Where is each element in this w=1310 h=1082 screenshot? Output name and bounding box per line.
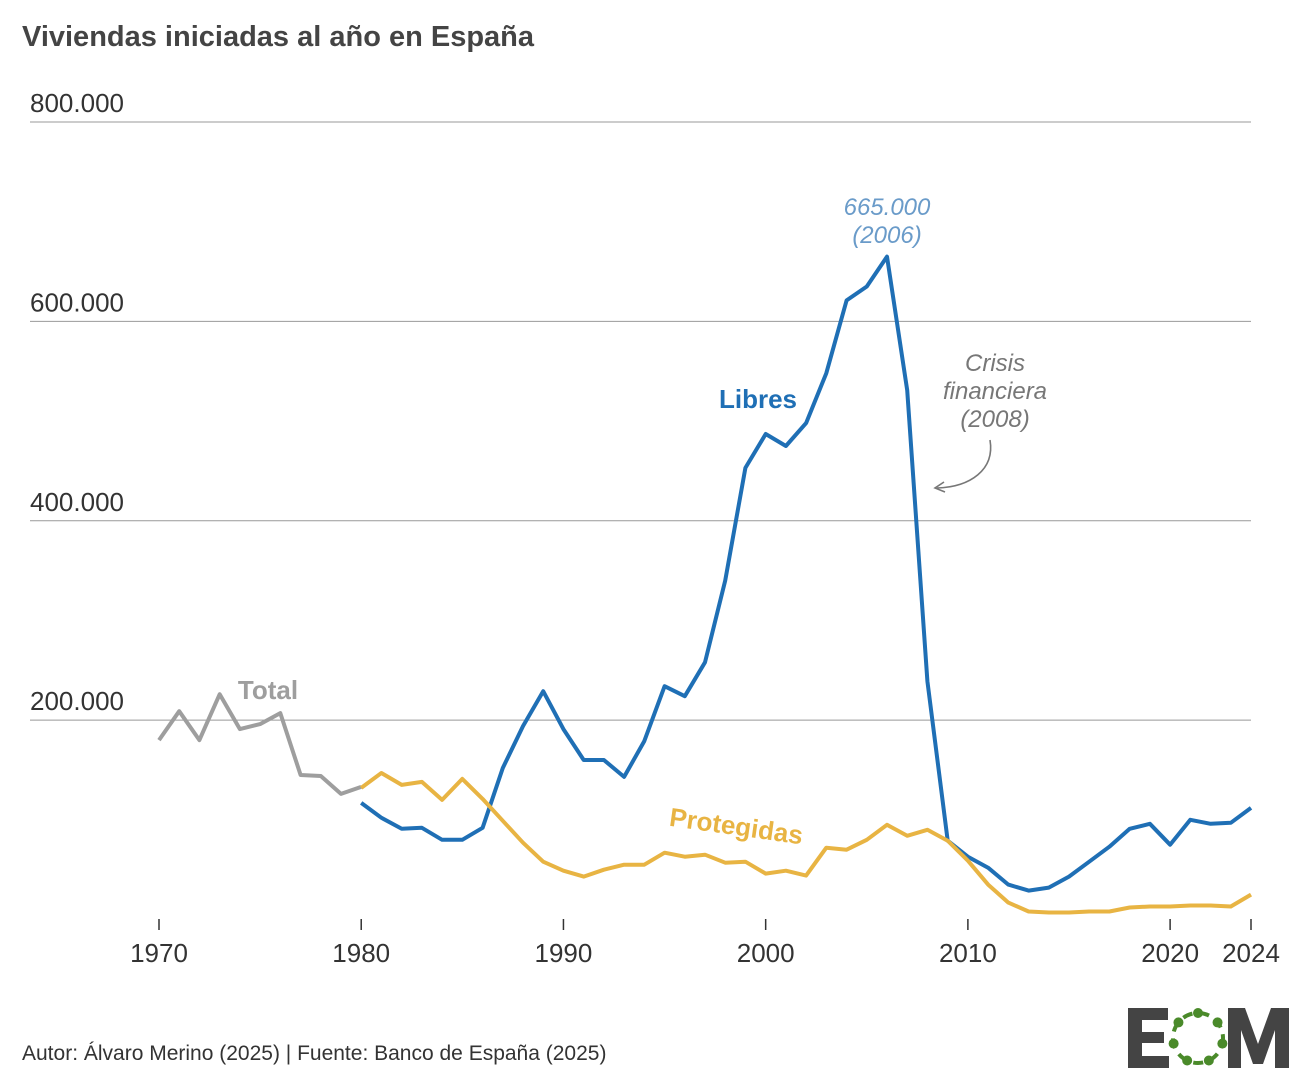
x-tick-label: 1990	[535, 938, 593, 968]
crisis-annotation-line1: Crisis	[965, 350, 1025, 377]
x-axis: 1970 1980 1990 2000 2010 2020 2024	[130, 919, 1280, 968]
crisis-arrow-head	[933, 481, 946, 493]
series-lines	[157, 254, 1253, 915]
x-tick-label: 1980	[332, 938, 390, 968]
logo-dot	[1212, 1017, 1223, 1028]
eom-logo	[1128, 1008, 1289, 1068]
crisis-arrow	[936, 439, 992, 489]
x-tick-label: 2020	[1141, 938, 1199, 968]
y-tick-label: 200.000	[30, 686, 124, 716]
x-tick-label: 2000	[737, 938, 795, 968]
peak-value-annotation: 665.000	[844, 194, 931, 221]
peak-year-annotation: (2006)	[852, 222, 921, 249]
x-tick-label: 2010	[939, 938, 997, 968]
y-axis: 200.000 400.000 600.000 800.000	[30, 88, 124, 716]
logo-dot	[1203, 1055, 1214, 1066]
logo-dot	[1217, 1038, 1228, 1049]
logo-dot	[1193, 1008, 1203, 1018]
y-tick-label: 600.000	[30, 287, 124, 317]
footer-source: Autor: Álvaro Merino (2025) | Fuente: Ba…	[22, 1042, 606, 1065]
series-line-libres	[360, 254, 1253, 893]
logo-dot	[1173, 1017, 1184, 1028]
series-line-protegidas	[360, 771, 1253, 915]
crisis-annotation-line2: financiera	[943, 378, 1047, 405]
logo-dot	[1182, 1055, 1193, 1066]
series-label-total: Total	[238, 675, 298, 705]
crisis-annotation-line3: (2008)	[960, 406, 1029, 433]
series-line-total	[157, 692, 362, 796]
series-label-protegidas: Protegidas	[668, 802, 805, 850]
x-tick-label: 2024	[1222, 938, 1280, 968]
x-tick-label: 1970	[130, 938, 188, 968]
logo-dot	[1168, 1038, 1179, 1049]
chart-title: Viviendas iniciadas al año en España	[22, 21, 535, 53]
y-tick-label: 400.000	[30, 487, 124, 517]
series-label-libres: Libres	[719, 384, 797, 414]
gridlines	[30, 121, 1251, 721]
y-tick-label: 800.000	[30, 88, 124, 118]
